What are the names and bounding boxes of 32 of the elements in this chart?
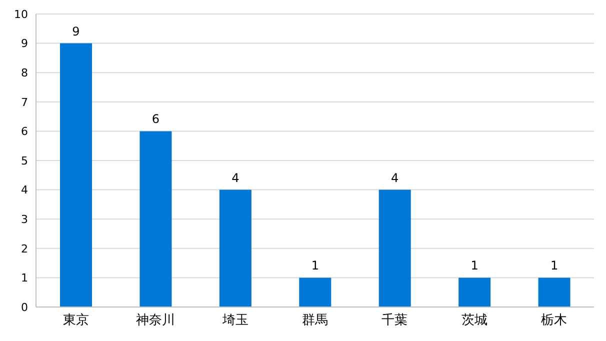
data-label: 4: [391, 170, 399, 185]
data-label: 1: [311, 258, 319, 273]
x-tick-label: 東京: [62, 313, 89, 328]
bar: [140, 131, 172, 307]
bar: [458, 278, 491, 307]
data-label: 6: [152, 112, 160, 126]
x-tick-label: 神奈川: [136, 313, 176, 328]
bar: [219, 190, 252, 307]
data-label: 9: [72, 24, 80, 38]
x-tick-label: 茨城: [461, 313, 488, 328]
bar: [299, 278, 332, 307]
data-label: 4: [232, 170, 240, 185]
y-tick-label: 7: [21, 96, 28, 109]
y-tick-label: 1: [21, 272, 28, 285]
x-tick-label: 埼玉: [221, 313, 248, 328]
bar: [60, 43, 92, 307]
bar: [378, 190, 411, 307]
x-tick-label: 群馬: [302, 313, 328, 328]
y-tick-label: 5: [21, 154, 28, 168]
data-label: 1: [550, 258, 558, 273]
y-tick-label: 10: [14, 8, 28, 21]
x-tick-label: 栃木: [541, 313, 568, 328]
y-tick-label: 6: [21, 125, 28, 138]
y-tick-label: 9: [21, 37, 28, 50]
y-tick-label: 2: [21, 242, 28, 256]
y-tick-label: 8: [21, 66, 28, 80]
y-tick-label: 3: [21, 213, 28, 226]
data-label: 1: [470, 258, 478, 273]
y-tick-label: 0: [21, 300, 28, 314]
x-tick-label: 千葉: [382, 313, 408, 328]
y-tick-label: 4: [21, 184, 28, 197]
bar: [538, 278, 570, 307]
